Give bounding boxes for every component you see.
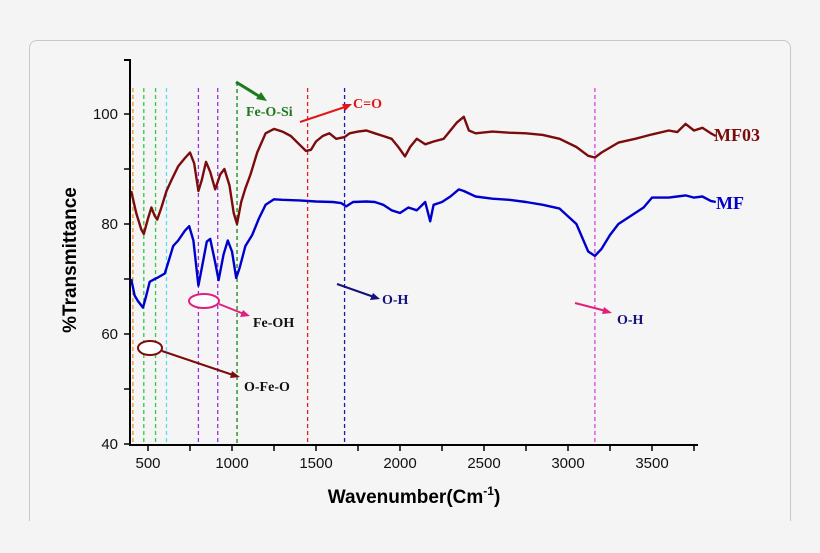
svg-text:C=O: C=O [353,97,382,112]
x-tick-label: 2000 [383,455,416,472]
svg-text:Fe-O-Si: Fe-O-Si [246,105,293,120]
annotation-o-h-right: O-H [574,302,644,328]
x-tick-label: 500 [135,455,160,472]
annotation-fe-o-si: Fe-O-Si [235,80,293,120]
x-axis-title: Wavenumber(Cm-1) [328,484,501,508]
y-tick-label: 80 [101,216,118,233]
annotation-c-o: C=O [299,97,382,123]
y-ticks: 40 60 80 100 [93,106,130,453]
y-tick-label: 100 [93,106,118,123]
x-tick-label: 2500 [467,455,500,472]
x-tick-label: 1000 [215,455,248,472]
svg-text:O-H: O-H [382,293,409,308]
annotation-o-fe-o: O-Fe-O [137,340,290,395]
x-ticks: 500 1000 1500 2000 2500 3000 3500 [135,445,695,472]
legend-mf: MF [716,193,744,213]
svg-text:O-Fe-O: O-Fe-O [244,380,290,395]
x-tick-label: 3000 [551,455,584,472]
y-axis-title: %Transmittance [60,187,81,333]
series-lines [130,115,717,309]
series-mf03 [130,115,717,236]
svg-text:Fe-OH: Fe-OH [253,316,294,331]
series-mf [130,188,717,309]
legend-mf03: MF03 [714,125,760,145]
annotation-o-h-mid: O-H [336,283,409,308]
svg-text:O-H: O-H [617,313,644,328]
x-tick-label: 1500 [299,455,332,472]
annotation-fe-oh: Fe-OH [188,293,294,331]
y-tick-label: 60 [101,326,118,343]
x-tick-label: 3500 [635,455,668,472]
y-tick-label: 40 [101,436,118,453]
reference-lines [132,82,596,444]
